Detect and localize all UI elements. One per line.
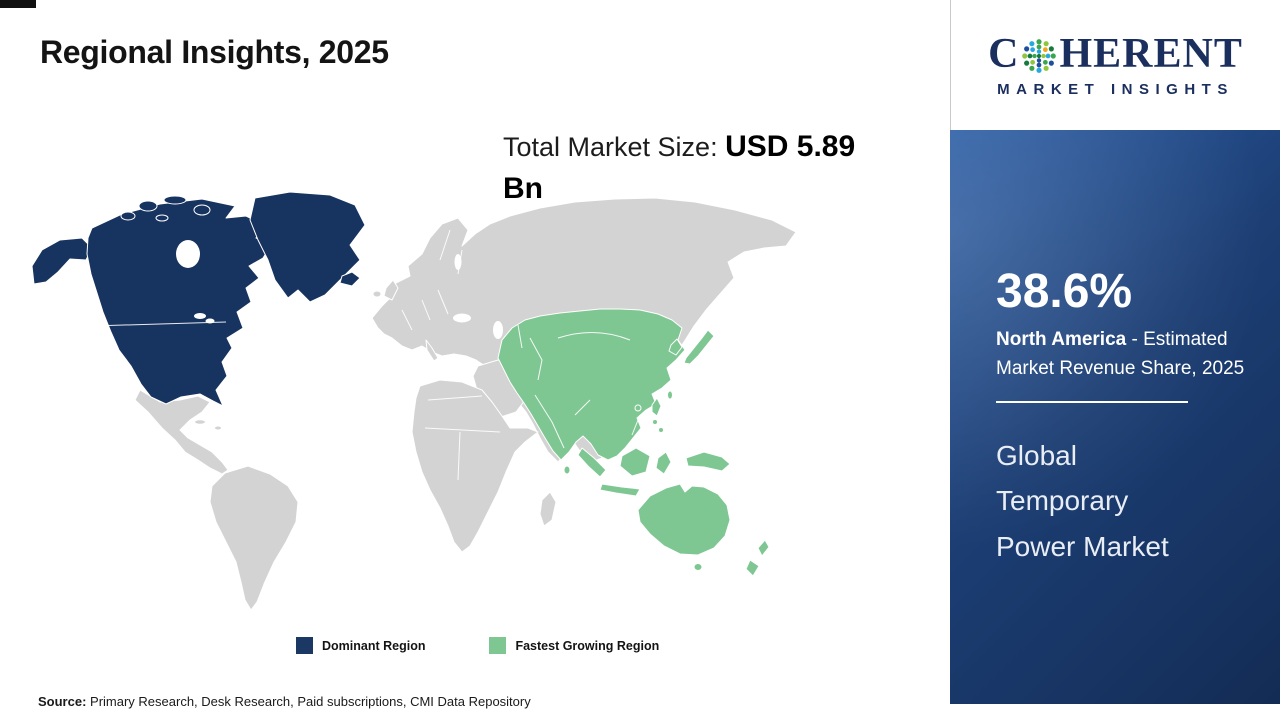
legend-item-dominant: Dominant Region: [296, 637, 425, 654]
source-text: Primary Research, Desk Research, Paid su…: [86, 694, 531, 709]
legend-swatch-dominant: [296, 637, 313, 654]
top-left-mark: [0, 0, 36, 8]
logo-text-c: C: [988, 30, 1020, 77]
total-market-size-value: USD 5.89 Bn: [503, 130, 856, 205]
source-line: Source: Primary Research, Desk Research,…: [38, 694, 531, 709]
legend-item-fastest: Fastest Growing Region: [489, 637, 659, 654]
total-market-size-label: Total Market Size:: [503, 132, 726, 162]
legend-label-fastest: Fastest Growing Region: [515, 638, 660, 653]
sidebar: 38.6% North America - Estimated Market R…: [950, 130, 1280, 704]
map-region-dominant-north-america: [31, 191, 366, 407]
share-description: - Estimated Market Revenue Share, 2025: [996, 329, 1245, 379]
world-map-svg: [31, 191, 797, 611]
total-market-size: Total Market Size: USD 5.89 Bn: [503, 126, 903, 210]
map-legend: Dominant Region Fastest Growing Region: [296, 637, 659, 654]
logo-wordmark: C HERENT: [988, 33, 1243, 75]
logo-subtitle: MARKET INSIGHTS: [997, 80, 1234, 98]
source-label: Source:: [38, 694, 87, 709]
sidebar-content: 38.6% North America - Estimated Market R…: [950, 130, 1280, 569]
map-region-fastest-asia-pacific: [497, 308, 770, 577]
logo: C HERENT MARKET INSIGHTS: [950, 0, 1280, 130]
world-map: [30, 190, 830, 630]
legend-swatch-fastest: [489, 637, 507, 654]
market-name: Global Temporary Power Market: [996, 440, 1169, 562]
logo-text-herent: HERENT: [1059, 30, 1243, 77]
share-label: North America - Estimated Market Revenue…: [996, 326, 1258, 383]
page-title: Regional Insights, 2025: [40, 34, 389, 70]
sidebar-divider: [996, 401, 1188, 403]
logo-globe-icon: [1022, 38, 1057, 73]
share-region: North America: [996, 329, 1127, 350]
share-value: 38.6%: [996, 265, 1133, 318]
legend-label-dominant: Dominant Region: [322, 638, 426, 653]
